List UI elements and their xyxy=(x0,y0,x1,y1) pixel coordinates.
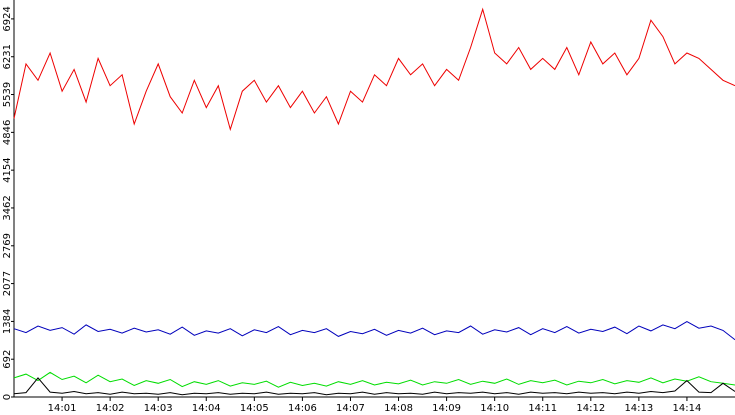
y-tick-label: 6231 xyxy=(2,44,13,69)
x-tick-label: 14:05 xyxy=(240,403,269,414)
y-tick-label: 2769 xyxy=(2,233,13,258)
y-tick-label: 6924 xyxy=(2,6,13,31)
x-tick-label: 14:13 xyxy=(624,403,653,414)
y-tick-label: 5539 xyxy=(2,82,13,107)
x-tick-label: 14:14 xyxy=(673,403,702,414)
series-line xyxy=(13,371,735,388)
x-tick-label: 14:06 xyxy=(288,403,317,414)
y-tick-label: 4846 xyxy=(2,120,13,145)
x-tick-label: 14:07 xyxy=(336,403,365,414)
x-tick-label: 14:02 xyxy=(96,403,125,414)
y-tick-label: 2077 xyxy=(2,271,13,296)
x-tick-label: 14:11 xyxy=(528,403,557,414)
x-tick-label: 14:10 xyxy=(480,403,509,414)
x-tick-label: 14:08 xyxy=(384,403,413,414)
y-tick-label: 3462 xyxy=(2,195,13,220)
x-tick-label: 14:03 xyxy=(144,403,173,414)
y-tick-label: 692 xyxy=(2,350,13,369)
series-line xyxy=(13,321,735,341)
series-line xyxy=(13,7,735,132)
y-tick-label: 4154 xyxy=(2,157,13,182)
x-tick-label: 14:12 xyxy=(576,403,605,414)
y-tick-label: 1384 xyxy=(2,309,13,334)
x-tick-label: 14:01 xyxy=(48,403,77,414)
series-line xyxy=(13,377,735,396)
x-tick-label: 14:09 xyxy=(432,403,461,414)
x-tick-label: 14:04 xyxy=(192,403,221,414)
y-tick-label: 0 xyxy=(2,394,13,400)
